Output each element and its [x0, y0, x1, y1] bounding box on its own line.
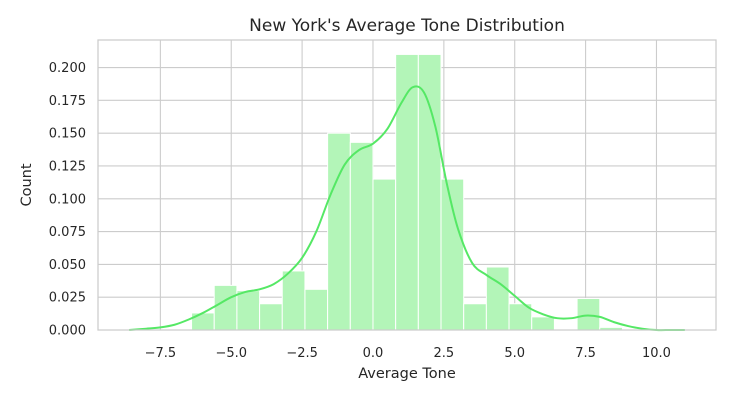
x-tick-label: 5.0: [504, 346, 525, 361]
x-tick-label: −7.5: [145, 346, 177, 361]
x-axis-label: Average Tone: [358, 366, 456, 382]
histogram-bar: [417, 53, 442, 331]
histogram-bar: [349, 141, 374, 331]
x-tick-label: 0.0: [363, 346, 384, 361]
y-tick-label: 0.025: [49, 291, 86, 306]
y-tick-label: 0.150: [49, 127, 86, 142]
y-axis-ticks: 0.000 0.025 0.050 0.075 0.100 0.125 0.150 0.175…: [49, 61, 86, 338]
x-tick-label: 7.5: [575, 346, 596, 361]
histogram-bar: [463, 303, 487, 331]
y-tick-label: 0.200: [49, 61, 86, 76]
x-tick-label: 10.0: [642, 346, 671, 361]
histogram-bar: [531, 316, 555, 331]
plot-frame: [97, 39, 717, 331]
y-axis-label: Count: [19, 163, 35, 206]
x-tick-label: −2.5: [286, 346, 318, 361]
y-tick-label: 0.050: [49, 258, 86, 273]
x-tick-label: 2.5: [434, 346, 455, 361]
histogram-bar: [281, 270, 306, 331]
histogram-bar: [304, 288, 329, 331]
density-curve: [129, 85, 685, 332]
x-tick-label: −5.0: [215, 346, 247, 361]
histogram-bar: [372, 178, 397, 331]
y-tick-label: 0.175: [49, 94, 86, 109]
chart-title: New York's Average Tone Distribution: [249, 16, 565, 36]
histogram-bar: [440, 178, 465, 331]
y-tick-label: 0.075: [49, 225, 86, 240]
histogram-bar: [213, 284, 238, 331]
y-tick-label: 0.000: [49, 324, 86, 339]
y-tick-label: 0.100: [49, 192, 86, 207]
histogram-bar: [191, 312, 215, 331]
histogram-bar: [259, 303, 283, 331]
histogram-bar: [236, 290, 261, 331]
histogram-bar: [395, 53, 419, 331]
x-axis-ticks: −7.5 −5.0 −2.5 0.0 2.5 5.0 7.5 10.0: [145, 346, 671, 361]
histogram-bar: [576, 298, 601, 331]
y-tick-label: 0.125: [49, 159, 86, 174]
